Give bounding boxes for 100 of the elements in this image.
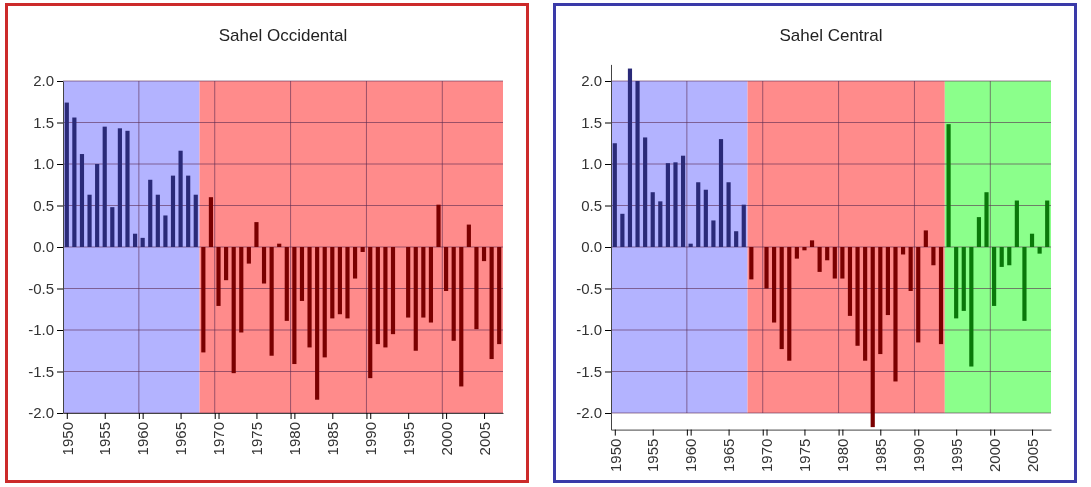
bar — [772, 247, 777, 323]
bar — [802, 247, 807, 251]
bar — [870, 247, 875, 428]
bar — [208, 197, 214, 247]
bar — [79, 154, 85, 247]
bar — [734, 231, 739, 247]
bar — [368, 247, 373, 379]
bar — [383, 247, 388, 348]
y-tick-label: 1.0 — [581, 155, 602, 173]
x-tick-label: 1965 — [720, 438, 738, 472]
bar — [726, 182, 731, 247]
bar — [201, 247, 206, 353]
x-tick-label: 2000 — [985, 438, 1003, 472]
y-tick-label: 0.5 — [33, 196, 54, 214]
y-tick-label: 0.0 — [33, 238, 54, 256]
y-tick-label: 0.5 — [581, 196, 602, 214]
bar — [390, 247, 396, 335]
bar — [406, 247, 411, 318]
bar — [428, 247, 434, 323]
y-tick-label: -2.0 — [576, 404, 602, 422]
y-tick-label: -1.0 — [576, 321, 602, 339]
bar — [794, 247, 799, 259]
bar — [292, 247, 297, 365]
bar — [178, 150, 183, 247]
bar — [1014, 200, 1019, 247]
x-tick-label: 1995 — [947, 438, 965, 472]
x-tick-label: 1950 — [606, 438, 624, 472]
bar — [254, 222, 259, 247]
bar — [315, 247, 320, 400]
bar — [375, 247, 380, 345]
bar — [999, 247, 1004, 267]
x-tick-label: 1975 — [248, 422, 266, 456]
x-tick-label: 2005 — [1023, 438, 1041, 472]
bar — [224, 247, 229, 281]
bar — [741, 204, 746, 247]
bar — [946, 124, 951, 247]
bar — [421, 247, 426, 318]
y-tick-label: 0.0 — [581, 238, 602, 256]
bar — [992, 247, 997, 306]
y-tick-label: -0.5 — [28, 279, 54, 297]
bar — [87, 194, 92, 247]
bar — [140, 237, 145, 247]
bar — [916, 247, 921, 343]
bar — [489, 247, 494, 360]
bar — [132, 233, 138, 247]
bar — [900, 247, 906, 255]
bar — [1022, 247, 1027, 321]
bar — [969, 247, 974, 367]
bar — [817, 247, 822, 272]
bar — [110, 207, 115, 247]
y-tick-label: -1.5 — [28, 362, 54, 380]
x-tick-label: 1960 — [134, 422, 152, 456]
y-tick-label: 1.5 — [33, 113, 54, 131]
y-tick-label: -2.0 — [28, 404, 54, 422]
bar — [703, 189, 708, 247]
x-tick-label: 1990 — [361, 422, 379, 456]
x-tick-label: 1985 — [324, 422, 342, 456]
bar — [444, 247, 449, 291]
bar — [345, 247, 350, 319]
bar — [466, 224, 471, 247]
y-tick-label: -1.0 — [28, 321, 54, 339]
bar — [658, 201, 663, 247]
bar — [261, 247, 267, 284]
bar — [809, 240, 815, 247]
bar — [976, 217, 982, 247]
bar — [954, 247, 959, 319]
x-tick-label: 1985 — [872, 438, 890, 472]
bar — [764, 247, 769, 289]
x-tick-label: 1950 — [58, 422, 76, 456]
bar — [931, 247, 936, 266]
x-tick-label: 1980 — [286, 422, 304, 456]
bar — [299, 247, 305, 301]
x-tick-label: 1955 — [96, 422, 114, 456]
y-tick-label: 1.5 — [581, 113, 602, 131]
bar — [749, 247, 754, 280]
x-tick-label: 1970 — [210, 422, 228, 456]
chart-title: Sahel Central — [779, 26, 883, 45]
bar — [620, 213, 625, 247]
bar — [474, 247, 479, 330]
x-tick-label: 2000 — [437, 422, 455, 456]
x-tick-label: 1965 — [172, 422, 190, 456]
bar — [825, 247, 830, 261]
bar — [779, 247, 784, 350]
bar — [186, 175, 191, 247]
bar — [360, 247, 365, 252]
bar — [481, 247, 487, 262]
bar — [193, 194, 198, 247]
bar — [855, 247, 860, 346]
bar — [885, 247, 890, 316]
bar — [680, 155, 686, 247]
bar — [95, 164, 100, 247]
bar — [893, 247, 898, 382]
chart-title: Sahel Occidental — [218, 26, 348, 45]
bar — [330, 247, 335, 319]
y-tick-label: 2.0 — [33, 72, 54, 90]
bar — [673, 162, 678, 247]
bar — [337, 247, 342, 315]
bar — [650, 192, 655, 247]
y-tick-label: -1.5 — [576, 362, 602, 380]
bar — [352, 247, 358, 279]
